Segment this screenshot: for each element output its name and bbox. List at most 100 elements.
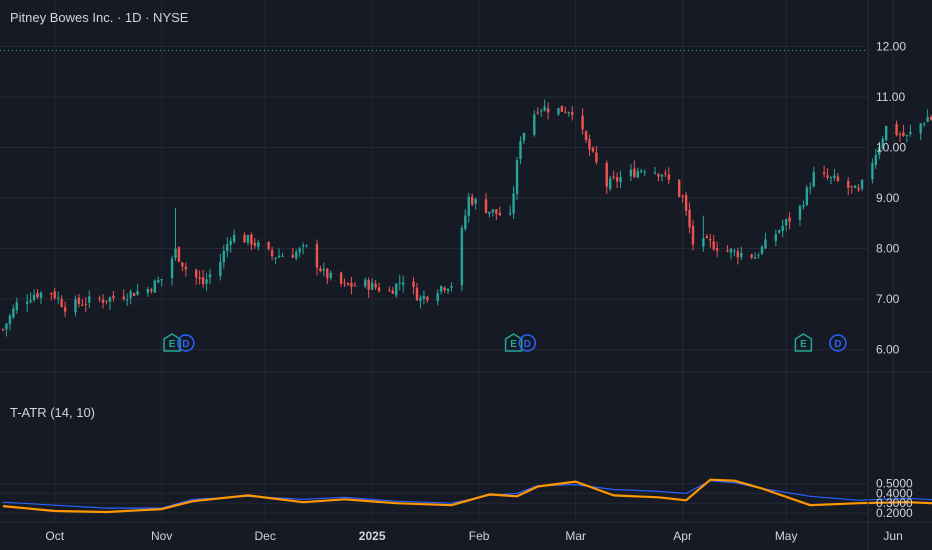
candle-up[interactable] bbox=[439, 286, 443, 292]
candle-down[interactable] bbox=[588, 139, 591, 150]
candle-up[interactable] bbox=[636, 170, 639, 178]
candle-down[interactable] bbox=[736, 251, 740, 258]
candle-up[interactable] bbox=[922, 123, 926, 125]
candle-up[interactable] bbox=[885, 125, 888, 141]
candle-down[interactable] bbox=[684, 194, 688, 211]
candle-down[interactable] bbox=[98, 298, 101, 300]
candle-down[interactable] bbox=[50, 293, 53, 295]
candle-down[interactable] bbox=[77, 297, 81, 304]
candle-up[interactable] bbox=[609, 178, 612, 189]
candle-up[interactable] bbox=[567, 112, 570, 114]
candle-up[interactable] bbox=[467, 196, 470, 216]
candle-down[interactable] bbox=[705, 236, 708, 239]
candle-up[interactable] bbox=[760, 246, 764, 254]
candle-up[interactable] bbox=[926, 117, 929, 123]
candle-down[interactable] bbox=[391, 290, 395, 294]
atr-indicator-plot[interactable] bbox=[2, 478, 932, 514]
candle-up[interactable] bbox=[764, 239, 767, 249]
dividend-marker[interactable] bbox=[829, 334, 847, 352]
candle-down[interactable] bbox=[84, 303, 87, 305]
candle-down[interactable] bbox=[184, 266, 188, 270]
candle-down[interactable] bbox=[484, 199, 488, 213]
candle-up[interactable] bbox=[274, 257, 277, 259]
candle-up[interactable] bbox=[450, 285, 453, 288]
earnings-marker[interactable] bbox=[794, 333, 813, 352]
candle-up[interactable] bbox=[784, 219, 788, 226]
candle-up[interactable] bbox=[5, 323, 8, 330]
candlestick-plot[interactable] bbox=[0, 19, 932, 337]
candle-up[interactable] bbox=[277, 255, 281, 258]
candle-up[interactable] bbox=[833, 175, 836, 178]
candle-down[interactable] bbox=[53, 291, 56, 299]
candle-up[interactable] bbox=[422, 295, 426, 299]
candle-up[interactable] bbox=[508, 213, 512, 215]
candle-down[interactable] bbox=[243, 234, 246, 243]
candle-down[interactable] bbox=[902, 132, 905, 136]
candle-down[interactable] bbox=[132, 293, 136, 296]
candle-up[interactable] bbox=[729, 249, 733, 253]
candle-up[interactable] bbox=[519, 141, 522, 160]
candle-up[interactable] bbox=[753, 257, 757, 259]
candle-down[interactable] bbox=[595, 152, 598, 162]
candle-up[interactable] bbox=[222, 251, 225, 263]
candle-down[interactable] bbox=[857, 187, 860, 190]
candle-up[interactable] bbox=[464, 215, 467, 230]
candle-down[interactable] bbox=[691, 225, 695, 245]
candle-down[interactable] bbox=[564, 111, 567, 113]
candle-up[interactable] bbox=[208, 274, 212, 278]
dividend-marker[interactable] bbox=[177, 334, 195, 352]
candle-up[interactable] bbox=[474, 199, 477, 204]
candle-down[interactable] bbox=[150, 289, 153, 292]
candle-down[interactable] bbox=[63, 307, 67, 312]
candle-up[interactable] bbox=[170, 258, 174, 279]
candle-up[interactable] bbox=[491, 209, 495, 213]
candle-down[interactable] bbox=[612, 176, 615, 178]
candle-up[interactable] bbox=[329, 272, 332, 278]
candle-down[interactable] bbox=[581, 115, 584, 130]
candle-down[interactable] bbox=[270, 250, 274, 257]
candle-up[interactable] bbox=[543, 106, 546, 111]
candle-down[interactable] bbox=[339, 272, 343, 284]
candle-down[interactable] bbox=[377, 287, 381, 292]
candle-up[interactable] bbox=[805, 187, 809, 205]
candle-up[interactable] bbox=[219, 261, 222, 276]
candle-down[interactable] bbox=[605, 162, 608, 187]
candle-down[interactable] bbox=[101, 299, 105, 303]
candle-up[interactable] bbox=[205, 279, 208, 284]
candle-up[interactable] bbox=[229, 240, 232, 245]
candle-up[interactable] bbox=[436, 293, 439, 302]
candle-up[interactable] bbox=[395, 283, 398, 296]
earnings-marker[interactable] bbox=[163, 333, 181, 352]
candle-down[interactable] bbox=[850, 185, 853, 187]
candle-down[interactable] bbox=[267, 242, 270, 250]
candle-up[interactable] bbox=[29, 300, 32, 302]
candle-down[interactable] bbox=[443, 287, 446, 291]
earnings-marker[interactable] bbox=[504, 333, 523, 352]
candle-down[interactable] bbox=[105, 300, 108, 302]
candle-up[interactable] bbox=[322, 269, 326, 271]
candle-up[interactable] bbox=[370, 282, 374, 290]
candle-up[interactable] bbox=[871, 162, 874, 180]
candle-down[interactable] bbox=[681, 195, 684, 197]
candle-up[interactable] bbox=[829, 177, 833, 179]
candle-up[interactable] bbox=[812, 172, 815, 187]
candle-down[interactable] bbox=[847, 181, 850, 188]
candle-down[interactable] bbox=[326, 268, 329, 279]
candle-down[interactable] bbox=[253, 242, 257, 246]
candle-up[interactable] bbox=[460, 227, 464, 286]
candle-up[interactable] bbox=[702, 238, 705, 247]
candle-down[interactable] bbox=[633, 168, 636, 178]
candle-up[interactable] bbox=[802, 205, 805, 207]
candle-up[interactable] bbox=[653, 172, 657, 174]
candle-down[interactable] bbox=[546, 108, 550, 113]
candle-down[interactable] bbox=[112, 295, 115, 298]
candle-up[interactable] bbox=[781, 226, 784, 231]
candle-up[interactable] bbox=[257, 242, 260, 247]
candle-up[interactable] bbox=[39, 292, 43, 298]
candle-up[interactable] bbox=[860, 179, 864, 189]
candle-up[interactable] bbox=[246, 234, 250, 243]
candle-down[interactable] bbox=[536, 112, 539, 114]
candle-down[interactable] bbox=[1, 329, 5, 331]
candle-up[interactable] bbox=[226, 244, 229, 252]
candle-down[interactable] bbox=[560, 105, 564, 112]
